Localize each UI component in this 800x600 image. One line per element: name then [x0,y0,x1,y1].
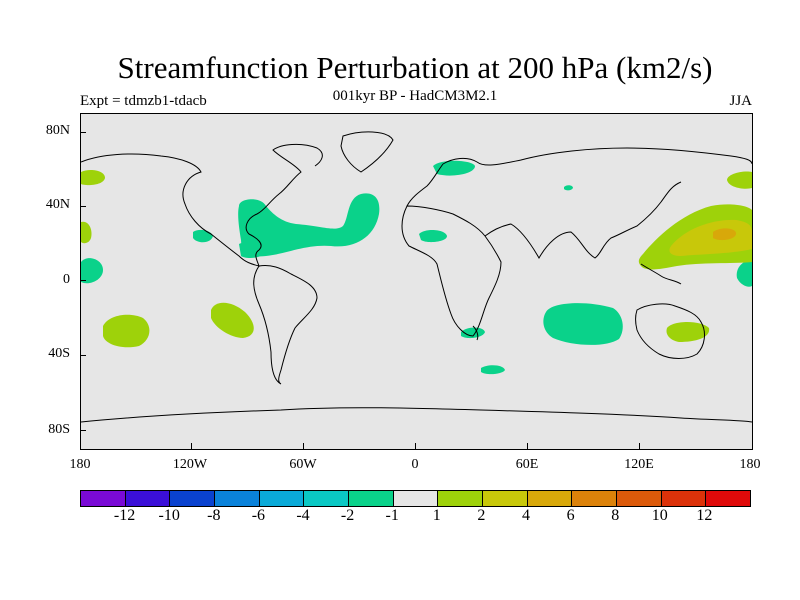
colorbar-swatch [706,491,751,506]
colorbar-swatch [572,491,618,506]
anomaly-scandinavia [433,160,475,176]
coast-greenland [340,131,394,173]
colorbar-label: -8 [207,507,221,524]
lat-label-40n: 40N [45,197,70,212]
anomaly-sw-indian [481,365,505,375]
anomaly-west-pacific-right [736,260,752,287]
xtick [303,443,304,449]
anomaly-north-africa [419,230,447,243]
colorbar-label: 4 [522,507,530,524]
lat-label-0: 0 [63,272,70,287]
colorbar-swatch [170,491,216,506]
coast-madagascar [472,325,479,341]
colorbar-swatch [349,491,394,506]
anomaly-central-pacific-left [81,221,92,244]
xtick [527,443,528,449]
xtick [415,443,416,449]
lon-label-180e: 180 [739,457,761,472]
anomaly-north-atlantic [238,193,380,257]
colorbar-label: 2 [477,507,486,524]
colorbar-label: -12 [113,507,136,524]
xtick [639,443,640,449]
xtick [191,443,192,449]
anomaly-central-asia [564,185,573,191]
season-label: JJA [729,93,752,109]
colorbar-label: -10 [158,507,180,524]
lon-label-120w: 120W [172,457,208,472]
colorbar-swatch [125,491,171,506]
map-panel [80,113,753,450]
colorbar-label: 1 [432,507,441,524]
anomaly-north-pacific-left [81,170,105,186]
coast-eurasia-north [406,147,752,207]
coast-australia [635,303,705,359]
ytick [80,132,86,133]
colorbar-label: 12 [696,507,713,524]
colorbar-label: -2 [340,507,355,524]
anomaly-west-pacific-left [81,258,103,284]
coast-south-asia [484,181,682,260]
ytick [80,280,86,281]
plot-subtitle: 001kyr BP - HadCM3M2.1 [332,88,498,104]
lon-label-180w: 180 [69,457,91,472]
lon-label-60w: 60W [289,457,317,472]
ytick [80,206,86,207]
lat-label-40s: 40S [48,346,70,361]
lat-label-80n: 80N [45,123,70,138]
ytick [80,430,86,431]
anomaly-se-pacific [211,302,254,338]
anomaly-north-pacific-right [727,171,752,189]
colorbar-swatch [483,491,528,506]
anomaly-east-pacific [193,229,213,243]
colorbar-label: -4 [296,507,310,524]
lat-label-80s: 80S [48,422,70,437]
anomaly-layer [81,160,752,375]
anomaly-caribbean [239,242,267,258]
colorbar-swatch [661,491,707,506]
coast-africa [401,205,502,337]
coast-north-america [81,143,323,267]
coast-indonesia [640,263,682,285]
plot-title: Streamfunction Perturbation at 200 hPa (… [117,50,713,85]
colorbar-swatch [617,491,662,506]
colorbar [80,490,751,507]
coast-south-america [253,265,318,385]
ytick [80,355,86,356]
anomaly-nw-pacific-core [713,228,737,241]
coast-antarctica [81,407,752,423]
map-svg [81,131,752,423]
experiment-label: Expt = tdmzb1-tdacb [80,93,207,109]
lon-label-60e: 60E [515,457,539,472]
colorbar-swatch [259,491,305,506]
colorbar-swatch [304,491,350,506]
colorbar-label: 6 [566,507,575,524]
colorbar-swatch [527,491,573,506]
colorbar-swatch [81,491,126,506]
anomaly-nw-pacific-inner [669,219,752,256]
anomaly-southern-africa [461,327,485,339]
colorbar-swatch [393,491,439,506]
colorbar-label: 10 [651,507,668,524]
lon-label-120e: 120E [624,457,654,472]
colorbar-label: 8 [611,507,620,524]
anomaly-australia [666,322,710,342]
coastline-layer [81,131,752,423]
anomaly-south-pacific [103,314,150,348]
anomaly-south-indian [543,303,623,345]
colorbar-swatch [215,491,260,506]
lon-label-0: 0 [411,457,419,472]
colorbar-label: -6 [251,507,266,524]
colorbar-label: -1 [385,507,399,524]
colorbar-swatch [438,491,484,506]
